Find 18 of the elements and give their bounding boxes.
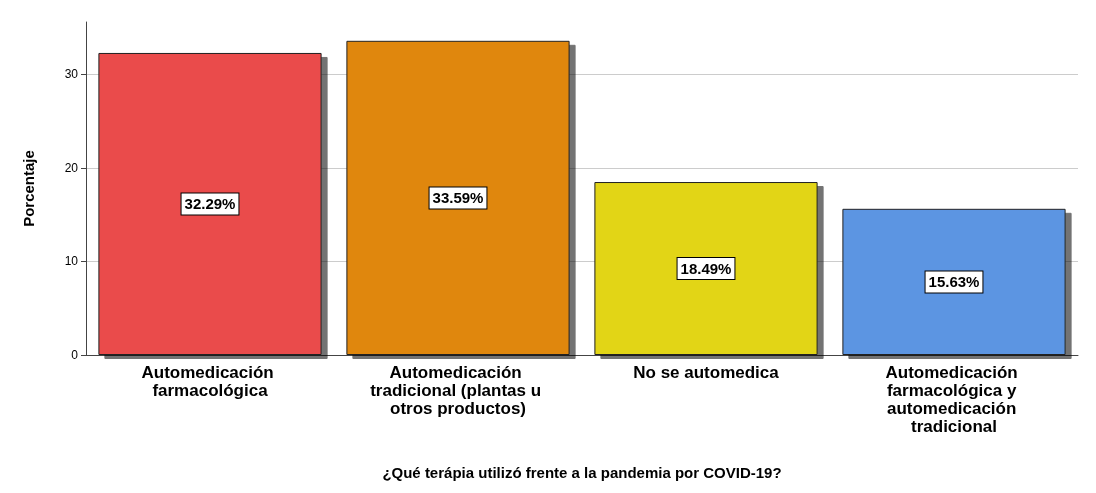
- y-axis-title: Porcentaje: [20, 150, 37, 227]
- x-axis-title: ¿Qué terápia utilizó frente a la pandemia por COVID-19?: [382, 464, 782, 481]
- x-tick-label: Automedicación farmacológica y automedicación tradicional: [885, 362, 1023, 436]
- bar: [842, 208, 1066, 355]
- data-label: 15.63%: [928, 273, 980, 291]
- data-label: 33.59%: [432, 189, 484, 207]
- y-tick-label: 10: [64, 254, 79, 269]
- bar: [98, 52, 322, 355]
- x-tick-label: Automedicación tradicional (plantas u otros productos): [370, 362, 546, 418]
- bar: [594, 182, 818, 355]
- bar: [346, 40, 570, 355]
- data-label: 18.49%: [680, 260, 732, 278]
- data-label: 32.29%: [184, 195, 236, 213]
- x-tick-label: Automedicación farmacológica: [141, 362, 279, 400]
- y-tick-label: 0: [71, 348, 79, 362]
- y-tick-label: 30: [64, 67, 79, 82]
- y-tick-label: 20: [64, 160, 79, 175]
- x-tick-label: No se automedica: [633, 362, 780, 382]
